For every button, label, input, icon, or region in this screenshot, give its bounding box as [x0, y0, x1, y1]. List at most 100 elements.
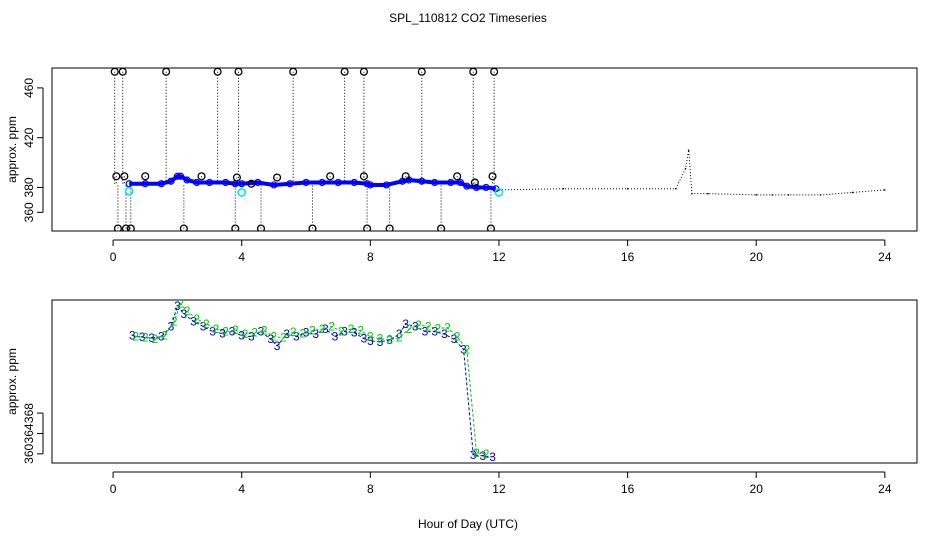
flagged-point [469, 68, 478, 76]
series-3-point: 3 [229, 325, 236, 339]
series-3-point: 3 [396, 327, 403, 341]
x-tick-label: 24 [878, 482, 892, 496]
averaged-point [366, 181, 374, 189]
x-tick-label: 20 [750, 250, 764, 264]
series-2-point: 2 [425, 319, 432, 333]
flagged-point [363, 224, 372, 231]
series-3-point: 3 [148, 331, 155, 345]
flagged-point [359, 172, 368, 181]
series-2-point: 2 [142, 331, 149, 345]
series-3-point: 3 [332, 330, 339, 344]
series-2-point: 2 [444, 321, 451, 335]
series-2-point: 2 [203, 317, 210, 331]
flagged-point [247, 179, 256, 188]
plot-frame [51, 67, 918, 232]
series-2-point: 2 [435, 322, 442, 336]
series-2-point: 2 [232, 323, 239, 337]
series-3-point: 3 [174, 299, 181, 313]
flagged-point [308, 224, 317, 231]
flagged-point [490, 68, 499, 76]
series-3-point: 3 [341, 325, 348, 339]
series-2-point: 2 [454, 330, 461, 344]
averaged-point [302, 178, 310, 187]
averaged-point [222, 178, 230, 187]
series-2-point: 2 [280, 331, 287, 345]
series-3-point: 3 [386, 333, 393, 347]
averaged-point [350, 178, 358, 187]
raw-data-point [851, 191, 854, 194]
flagged-point [340, 68, 349, 76]
series-2-point: 2 [251, 326, 258, 340]
averaged-point [157, 180, 165, 188]
averaged-point [431, 178, 439, 187]
averaged-point [472, 183, 481, 192]
x-tick-label: 0 [110, 482, 117, 496]
series-2-point: 2 [290, 325, 297, 339]
averaged-point [173, 172, 182, 180]
flagged-point [179, 224, 188, 231]
raw-data-point [691, 192, 693, 195]
flagged-point [234, 68, 243, 76]
chart-title: SPL_110812 CO2 Timeseries [389, 11, 547, 25]
flagged-point [359, 68, 368, 76]
plot-frame [51, 299, 918, 464]
flagged-point [273, 173, 282, 182]
x-tick-label: 24 [878, 250, 892, 264]
raw-data-point [687, 149, 690, 151]
y-tick-label: 420 [22, 127, 36, 147]
raw-data-point [884, 189, 886, 191]
series-3-point: 3 [267, 332, 274, 346]
series-2-point: 2 [348, 322, 355, 336]
averaged-point [286, 180, 294, 188]
averaged-point [205, 178, 214, 187]
series-2-point: 2 [193, 312, 200, 326]
raw-data-point [755, 194, 758, 196]
y-tick-label: 460 [22, 78, 36, 98]
series-2-point: 2 [242, 327, 249, 341]
series-3-point: 3 [190, 314, 197, 328]
series-3-point: 3 [412, 319, 419, 333]
series-2-point: 2 [473, 446, 480, 460]
x-tick-label: 12 [492, 482, 506, 496]
series-3-point: 3 [351, 326, 358, 340]
x-axis-title: Hour of Day (UTC) [418, 517, 518, 531]
series-3-point: 3 [361, 332, 368, 346]
flagged-point [417, 68, 426, 76]
series-2-point: 2 [415, 318, 422, 332]
x-tick-label: 20 [750, 482, 764, 496]
y-tick-label: 360 [22, 202, 36, 222]
y-tick-label: 380 [22, 177, 36, 197]
boundary-point [494, 188, 504, 197]
averaged-point [125, 180, 133, 188]
series-3-point: 3 [322, 322, 329, 336]
series-3-point: 3 [451, 332, 458, 346]
series-2-point: 2 [152, 332, 159, 346]
flagged-point [121, 224, 131, 231]
flagged-point [289, 68, 298, 76]
series-2-point: 2 [357, 324, 364, 338]
series-3-point: 3 [431, 325, 438, 339]
x-tick-label: 8 [367, 250, 374, 264]
series-3-point: 3 [248, 330, 255, 344]
series-3-point: 3 [209, 325, 216, 339]
averaged-point [418, 177, 426, 185]
series-2-point: 2 [377, 332, 384, 346]
averaged-point [363, 180, 371, 188]
averaged-point [318, 178, 326, 187]
flagged-point [453, 172, 462, 181]
series-2-point: 2 [386, 333, 393, 347]
series-3-point: 3 [367, 334, 374, 348]
series-3-point: 3 [293, 330, 300, 344]
averaged-point [177, 172, 185, 180]
series-2-point: 2 [161, 329, 168, 343]
flagged-point [112, 172, 121, 181]
series-2-point: 2 [213, 322, 220, 336]
raw-data-point [787, 194, 790, 196]
series-2-point: 2 [406, 322, 413, 336]
flagged-point [113, 224, 122, 231]
series-3-point: 3 [489, 450, 496, 464]
raw-data-point [819, 194, 822, 196]
x-tick-label: 12 [492, 250, 506, 264]
series-2-point: 2 [171, 314, 178, 328]
